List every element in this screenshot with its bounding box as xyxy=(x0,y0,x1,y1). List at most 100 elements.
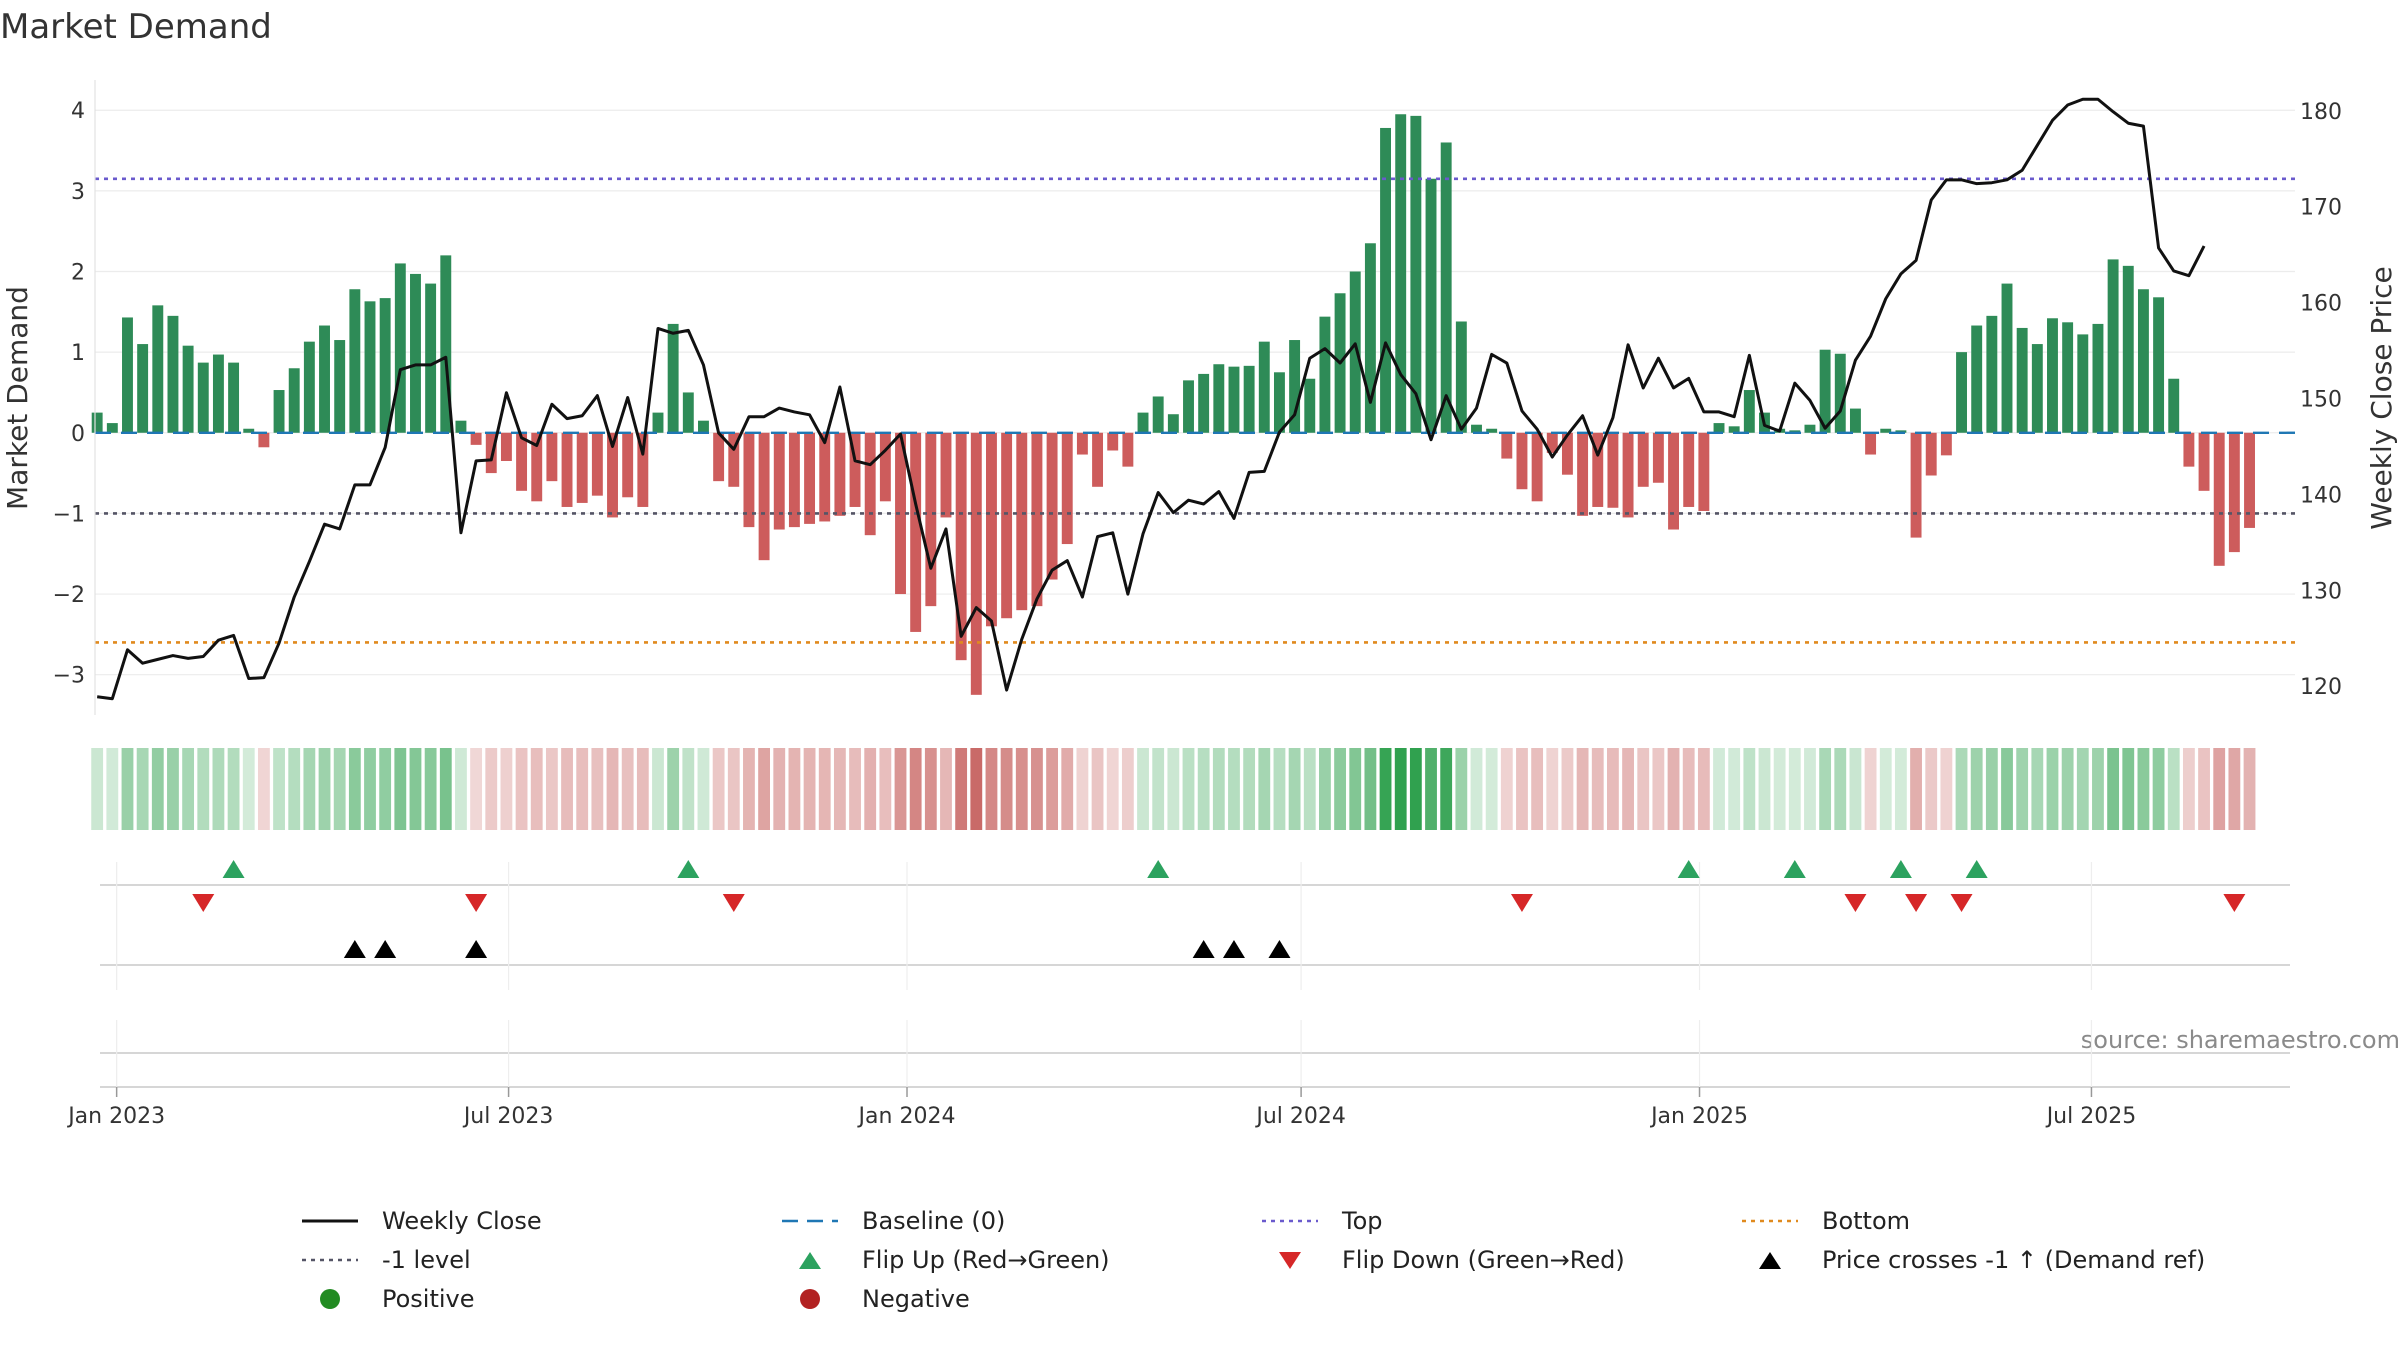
heat-cell xyxy=(182,748,195,830)
demand-bar-positive xyxy=(1319,316,1331,433)
demand-bar-positive xyxy=(1956,352,1967,433)
demand-bar-positive xyxy=(2153,297,2165,433)
legend-item-flip-down: Flip Down (Green→Red) xyxy=(1260,1244,1740,1276)
y-tick-right-label: 150 xyxy=(2300,388,2342,413)
heat-cell xyxy=(1000,748,1013,830)
heat-cell xyxy=(1819,748,1832,830)
heat-cell xyxy=(2228,748,2241,830)
flip-up-marker xyxy=(222,860,245,878)
demand-bar-negative xyxy=(1061,432,1073,545)
heat-cell xyxy=(1015,748,1028,830)
legend-item-negative: Negative xyxy=(780,1283,1260,1315)
demand-bar-positive xyxy=(2062,322,2074,433)
heat-cell xyxy=(500,748,513,830)
demand-bar-negative xyxy=(1501,432,1513,459)
demand-bar-positive xyxy=(2077,334,2089,433)
demand-bar-negative xyxy=(1107,432,1119,451)
x-tick-label: Jul 2025 xyxy=(2045,1104,2137,1129)
heat-cell xyxy=(1106,748,1119,830)
legend-item-price-cross: Price crosses -1 ↑ (Demand ref) xyxy=(1740,1244,2220,1276)
demand-bar-positive xyxy=(2047,318,2058,433)
heat-cell xyxy=(818,748,831,830)
demand-bar-negative xyxy=(849,432,861,507)
heat-cell xyxy=(1955,748,1968,830)
demand-bar-negative xyxy=(879,432,891,502)
demand-bar-negative xyxy=(1698,432,1710,511)
heat-cell xyxy=(1834,748,1847,830)
demand-bar-negative xyxy=(2244,432,2255,528)
heat-cell xyxy=(1591,748,1604,830)
flip-down-marker xyxy=(1905,894,1928,912)
heat-cell xyxy=(788,748,801,830)
demand-bar-positive xyxy=(379,298,391,433)
heat-cell xyxy=(303,748,316,830)
heat-cell xyxy=(1137,748,1149,830)
level-lines xyxy=(95,177,2295,644)
heat-cell xyxy=(1607,748,1619,830)
demand-bar-positive xyxy=(2016,327,2028,433)
demand-bar-negative xyxy=(804,432,816,524)
demand-bar-negative xyxy=(1592,432,1604,507)
heat-cell xyxy=(136,748,149,830)
flip-up-marker xyxy=(1677,860,1700,878)
demand-bar-negative xyxy=(607,432,618,518)
demand-bar-negative xyxy=(1531,432,1543,502)
demand-bar-negative xyxy=(864,432,876,536)
demand-bar-negative xyxy=(2213,432,2225,566)
demand-bar-negative xyxy=(925,432,937,607)
heat-cell xyxy=(1773,748,1786,830)
demand-bar-positive xyxy=(1486,428,1498,433)
heat-cell xyxy=(348,748,361,830)
x-tick-label: Jan 2024 xyxy=(857,1104,956,1129)
demand-bar-negative xyxy=(819,432,831,522)
heat-cell xyxy=(1425,748,1437,830)
demand-bar-positive xyxy=(410,273,421,433)
heat-cell xyxy=(106,748,119,830)
heat-cell xyxy=(1682,748,1695,830)
heat-cell xyxy=(1167,748,1180,830)
heat-cell xyxy=(1485,748,1498,830)
demand-bar-positive xyxy=(425,283,437,433)
heat-cell xyxy=(1652,748,1665,830)
heat-cell xyxy=(1667,748,1680,830)
heat-cell xyxy=(1228,748,1240,830)
y-tick-right-label: 180 xyxy=(2300,100,2342,125)
heat-cell xyxy=(2092,748,2104,830)
demand-bar-positive xyxy=(1895,430,1907,433)
demand-bar-negative xyxy=(728,432,740,487)
heat-cell xyxy=(1758,748,1771,830)
heat-cell xyxy=(2167,748,2180,830)
heat-cell xyxy=(894,748,907,830)
demand-bar-negative xyxy=(1865,432,1877,455)
demand-bar-negative xyxy=(561,432,573,507)
demand-bar-positive xyxy=(1849,408,1861,433)
demand-bar-positive xyxy=(698,420,709,433)
legend-label: -1 level xyxy=(382,1246,471,1274)
flip-down-marker xyxy=(192,894,215,912)
demand-bar-negative xyxy=(1031,432,1043,607)
heat-cell xyxy=(1713,748,1725,830)
demand-bar-negative xyxy=(895,432,906,595)
demand-bar-positive xyxy=(1410,115,1422,433)
demand-bar-negative xyxy=(1940,432,1952,456)
demand-bar-positive xyxy=(228,362,240,433)
price-cross-marker xyxy=(1192,940,1215,958)
flip-down-marker xyxy=(1950,894,1973,912)
y-axis-left-ticks: 4 3 2 1 0 −1 −2 −3 xyxy=(53,80,96,715)
demand-bar-negative xyxy=(576,432,588,503)
heat-cell xyxy=(727,748,740,830)
heat-cell xyxy=(2122,748,2135,830)
flip-down-marker xyxy=(2223,894,2246,912)
demand-bar-positive xyxy=(440,255,452,433)
heat-cell xyxy=(1319,748,1331,830)
demand-bar-positive xyxy=(667,323,679,433)
heat-cell xyxy=(288,748,301,830)
demand-bar-positive xyxy=(1834,353,1846,433)
weekly-close-legend-swatch xyxy=(302,1219,358,1223)
heat-cell xyxy=(2213,748,2226,830)
heat-cell xyxy=(530,748,543,830)
demand-bar-positive xyxy=(1425,178,1437,433)
x-tick-label: Jul 2023 xyxy=(462,1104,554,1129)
demand-bar-positive xyxy=(1167,414,1179,433)
